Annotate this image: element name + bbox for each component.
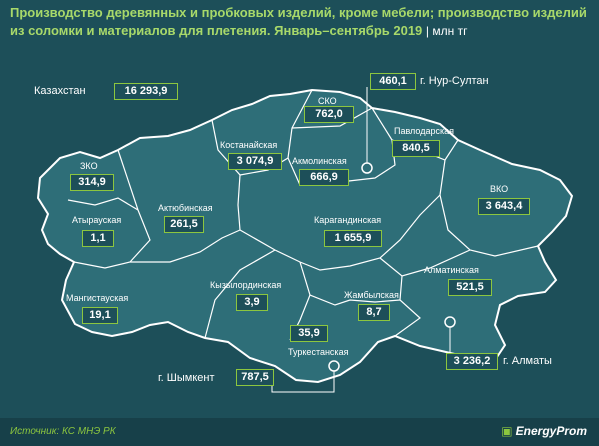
region-value-pavlodar: 840,5: [392, 140, 440, 157]
region-label-kyzylorda: Кызылординская: [210, 280, 282, 290]
region-value-kostanay: 3 074,9: [228, 153, 282, 170]
source-note: Источник: КС МНЭ РК: [10, 426, 116, 437]
region-label-vko: ВКО: [490, 184, 509, 194]
city-label-shymkent: г. Шымкент: [158, 372, 215, 384]
region-label-karaganda: Карагандинская: [314, 215, 382, 225]
region-label-zhambyl: Жамбылская: [344, 290, 399, 300]
region-label-mangystau: Мангистауская: [66, 293, 129, 303]
region-label-zko: ЗКО: [80, 161, 98, 171]
region-label-aktobe: Актюбинская: [158, 203, 213, 213]
footer-bar: [0, 418, 599, 446]
border-aktobe-south: [130, 229, 241, 263]
city-label-nursultan: г. Нур-Султан: [420, 75, 489, 87]
border-zko-aktobe: [117, 149, 139, 211]
border-zhambyl: [299, 261, 401, 306]
region-value-mangystau: 19,1: [82, 307, 118, 324]
region-value-akmola: 666,9: [299, 169, 349, 186]
total-label: Казахстан: [34, 85, 86, 97]
title-text: Производство деревянных и пробковых изде…: [10, 5, 587, 38]
region-label-turkestan: Туркестанская: [288, 347, 349, 357]
unit-label: | млн тг: [425, 24, 468, 38]
region-value-karaganda: 1 655,9: [324, 230, 382, 247]
region-value-atyrau: 1,1: [82, 230, 114, 247]
leader-lines: [271, 87, 451, 393]
city-value-almaty: 3 236,2: [446, 353, 498, 370]
region-value-sko: 762,0: [304, 106, 354, 123]
region-label-atyrau: Атырауская: [72, 215, 122, 225]
border-sko-south: [291, 107, 373, 129]
border-karaganda-south: [239, 194, 441, 271]
region-label-sko: СКО: [318, 96, 337, 106]
city-label-almaty: г. Алматы: [503, 355, 552, 367]
city-value-shymkent: 787,5: [236, 369, 274, 386]
total-value: 16 293,9: [114, 83, 178, 100]
region-label-pavlodar: Павлодарская: [394, 126, 454, 136]
border-kyzylorda: [204, 249, 276, 339]
region-borders: [67, 89, 539, 341]
region-value-aktobe: 261,5: [164, 216, 204, 233]
region-label-almaty-obl: Алматинская: [424, 265, 479, 275]
brand-logo: ▣ EnergyProm: [501, 424, 587, 438]
page-title: Производство деревянных и пробковых изде…: [10, 4, 595, 40]
region-value-almaty-obl: 521,5: [448, 279, 492, 296]
city-value-nursultan: 460,1: [370, 73, 416, 90]
region-value-vko: 3 643,4: [478, 198, 530, 215]
region-label-akmola: Акмолинская: [292, 156, 347, 166]
border-almaty-zhambyl: [394, 275, 421, 337]
leader-shymkent: [271, 371, 335, 393]
region-value-kyzylorda: 3,9: [236, 294, 268, 311]
region-value-zko: 314,9: [70, 174, 114, 191]
region-label-kostanay: Костанайская: [220, 140, 278, 150]
border-vko: [439, 159, 539, 257]
region-value-zhambyl: 8,7: [358, 304, 390, 321]
region-value-turkestan: 35,9: [290, 325, 328, 342]
border-almaty-north: [379, 249, 471, 277]
logo-text: EnergyProm: [515, 424, 587, 438]
logo-icon: ▣: [501, 424, 513, 438]
border-zko-atyrau: [67, 197, 139, 211]
country-outline: [36, 88, 574, 384]
